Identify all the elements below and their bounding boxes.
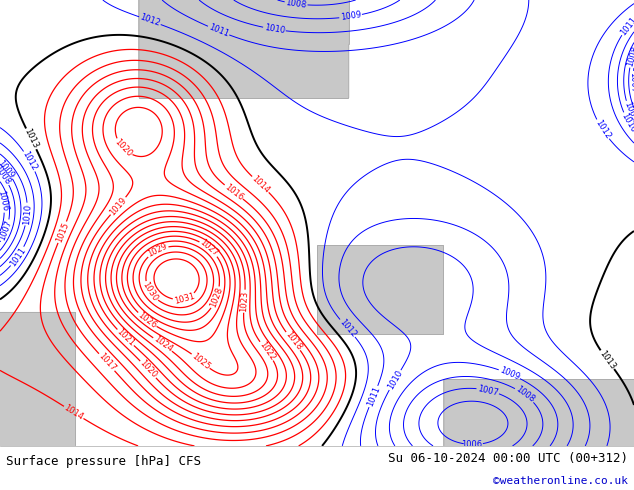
Text: 1012: 1012 [21, 150, 39, 172]
Text: 1010: 1010 [263, 23, 285, 35]
Text: 1011: 1011 [619, 15, 634, 37]
Text: Su 06-10-2024 00:00 UTC (00+312): Su 06-10-2024 00:00 UTC (00+312) [387, 452, 628, 465]
Text: 1006: 1006 [0, 190, 10, 213]
Text: 1008: 1008 [285, 0, 307, 10]
Text: 1009: 1009 [340, 10, 362, 23]
Text: 1014: 1014 [250, 174, 271, 195]
Text: 1013: 1013 [22, 127, 40, 150]
Text: 1011: 1011 [8, 245, 27, 268]
Text: 1011: 1011 [365, 385, 382, 408]
Text: 1018: 1018 [283, 330, 303, 352]
Text: 1011: 1011 [207, 23, 230, 39]
Text: 1020: 1020 [138, 359, 158, 380]
Text: 1008: 1008 [626, 45, 634, 68]
Text: 1016: 1016 [223, 182, 245, 202]
Text: 1007: 1007 [628, 72, 634, 93]
Text: 1009: 1009 [622, 100, 634, 123]
Text: 1007: 1007 [0, 219, 14, 242]
Text: 1021: 1021 [115, 327, 136, 348]
Text: 1015: 1015 [55, 221, 70, 244]
Text: 1012: 1012 [593, 118, 612, 141]
Text: 1031: 1031 [173, 292, 196, 306]
Text: 1020: 1020 [113, 137, 134, 159]
Text: 1019: 1019 [108, 195, 129, 217]
Text: 1017: 1017 [96, 351, 117, 373]
Text: 1022: 1022 [257, 340, 276, 362]
Text: 1009: 1009 [0, 158, 16, 180]
Text: 1026: 1026 [136, 310, 158, 330]
Text: ©weatheronline.co.uk: ©weatheronline.co.uk [493, 476, 628, 486]
Text: 1025: 1025 [190, 351, 212, 371]
Text: 1013: 1013 [597, 348, 617, 371]
Text: 1008: 1008 [0, 164, 12, 187]
Text: 1006: 1006 [461, 440, 482, 449]
Text: 1030: 1030 [141, 280, 160, 303]
Text: 1010: 1010 [22, 203, 32, 225]
Text: 1012: 1012 [138, 13, 161, 28]
Text: 1010: 1010 [385, 368, 404, 392]
Text: 1009: 1009 [498, 366, 521, 382]
Text: 1014: 1014 [62, 403, 85, 422]
Text: 1029: 1029 [146, 242, 169, 259]
Text: 1023: 1023 [239, 291, 250, 312]
Text: Surface pressure [hPa] CFS: Surface pressure [hPa] CFS [6, 455, 202, 468]
Text: 1028: 1028 [209, 286, 224, 309]
Text: 1024: 1024 [152, 335, 174, 354]
Text: 1007: 1007 [477, 384, 499, 397]
Text: 1010: 1010 [620, 111, 634, 134]
Text: 1012: 1012 [337, 318, 358, 339]
Text: 1027: 1027 [198, 238, 220, 259]
Text: 1008: 1008 [514, 385, 536, 405]
